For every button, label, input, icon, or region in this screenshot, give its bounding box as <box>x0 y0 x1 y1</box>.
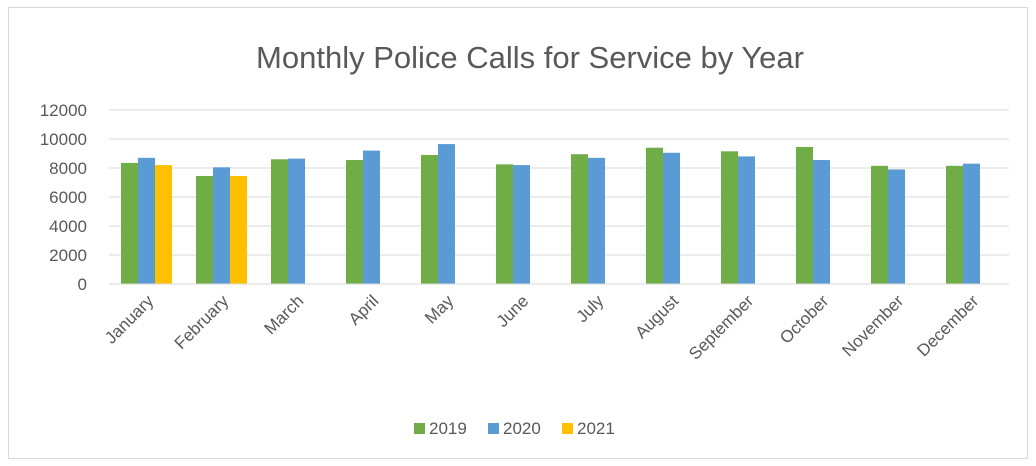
y-tick-label: 2000 <box>49 246 87 265</box>
x-tick-label: December <box>913 291 982 360</box>
bar-2020-august <box>663 152 680 284</box>
x-tick-label: March <box>260 291 307 338</box>
y-tick-label: 10000 <box>40 130 87 149</box>
chart-title: Monthly Police Calls for Service by Year <box>256 40 804 75</box>
bar-2019-may <box>421 154 438 284</box>
bar-2019-november <box>871 165 888 284</box>
bar-2019-october <box>796 146 813 284</box>
chart-frame: Monthly Police Calls for Service by Year… <box>8 7 1028 459</box>
bar-2021-january <box>155 165 172 284</box>
bar-2019-august <box>646 147 663 284</box>
legend-label-2019: 2019 <box>429 419 467 438</box>
x-tick-label: June <box>493 291 533 331</box>
x-axis-ticks: January February March April May June July Augu… <box>101 291 982 364</box>
legend-swatch-2020 <box>488 423 499 434</box>
x-tick-label: October <box>776 291 832 347</box>
legend-swatch-2021 <box>562 423 573 434</box>
bar-2019-december <box>946 165 963 284</box>
bar-2019-march <box>271 159 288 284</box>
x-tick-label: August <box>631 291 682 342</box>
bar-2020-november <box>888 169 905 284</box>
y-tick-label: 0 <box>78 275 87 294</box>
bars <box>121 144 980 284</box>
bar-2020-december <box>963 163 980 284</box>
y-tick-label: 6000 <box>49 188 87 207</box>
bar-2020-may <box>438 144 455 284</box>
bar-2019-february <box>196 175 213 284</box>
bar-2019-january <box>121 162 138 284</box>
legend-swatch-2019 <box>414 423 425 434</box>
chart-svg: Monthly Police Calls for Service by Year… <box>40 40 1009 438</box>
legend-label-2020: 2020 <box>503 419 541 438</box>
x-tick-label: May <box>421 291 457 327</box>
x-tick-label: September <box>685 291 757 363</box>
bar-2020-june <box>513 165 530 284</box>
bar-2021-february <box>230 175 247 284</box>
bar-2020-january <box>138 157 155 284</box>
bar-2019-july <box>571 154 588 284</box>
bar-2019-september <box>721 151 738 284</box>
bar-2020-september <box>738 156 755 284</box>
bar-2020-july <box>588 157 605 284</box>
bar-2020-april <box>363 150 380 284</box>
x-tick-label: January <box>101 291 158 348</box>
legend-label-2021: 2021 <box>577 419 615 438</box>
legend: 2019 2020 2021 <box>414 419 615 438</box>
gridlines <box>109 109 1009 256</box>
bar-2020-october <box>813 160 830 284</box>
x-tick-label: November <box>838 291 907 360</box>
x-tick-label: February <box>171 291 233 353</box>
bar-2019-june <box>496 164 513 284</box>
y-tick-label: 4000 <box>49 217 87 236</box>
bar-2020-march <box>288 158 305 284</box>
bar-2019-april <box>346 160 363 284</box>
x-tick-label: April <box>345 291 382 328</box>
x-tick-label: July <box>573 291 608 326</box>
bar-2020-february <box>213 167 230 284</box>
y-axis-ticks: 0 2000 4000 6000 8000 10000 12000 <box>40 101 87 294</box>
y-tick-label: 12000 <box>40 101 87 120</box>
y-tick-label: 8000 <box>49 159 87 178</box>
